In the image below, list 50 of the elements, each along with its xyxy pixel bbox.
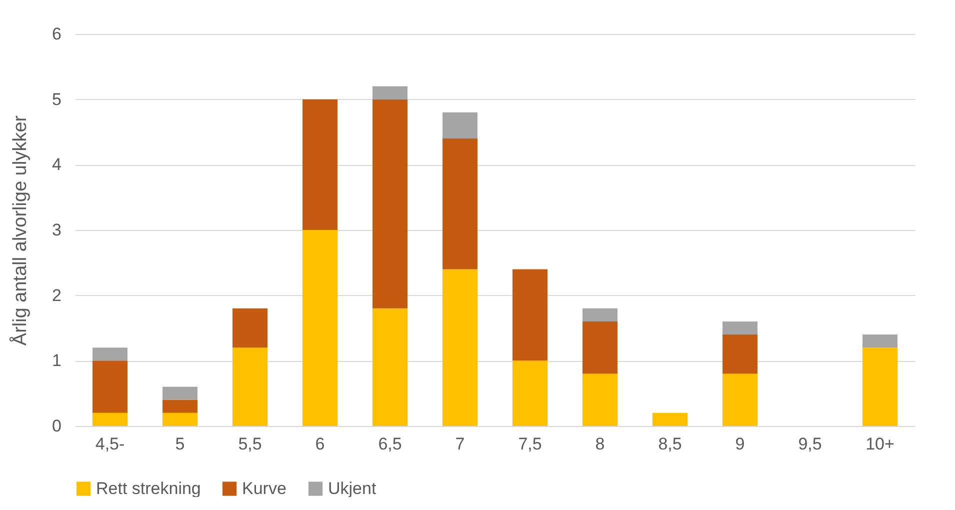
x-tick-label: 10+	[866, 434, 894, 454]
bar	[442, 269, 478, 426]
bar	[232, 348, 268, 426]
bar	[652, 412, 688, 426]
bar	[162, 400, 198, 413]
x-tick-label: 6	[315, 434, 325, 454]
bar	[512, 269, 548, 361]
x-tick-label: 8,5	[658, 434, 682, 454]
x-tick-label: 4,5-	[95, 434, 125, 454]
bar	[232, 308, 268, 348]
bar	[162, 386, 198, 400]
bar	[162, 412, 198, 426]
bar	[302, 230, 338, 426]
bar	[582, 308, 618, 322]
y-tick-label: 6	[52, 24, 62, 44]
y-tick-label: 1	[52, 351, 62, 370]
bar	[582, 374, 618, 426]
bar	[372, 86, 408, 100]
bar	[442, 112, 478, 139]
y-tick-label: 5	[52, 90, 62, 109]
bar	[92, 360, 128, 413]
x-tick-label: 9,5	[798, 434, 822, 454]
x-tick-label: 6,5	[378, 434, 402, 454]
bar	[862, 348, 898, 426]
y-tick-label: 0	[52, 416, 62, 436]
bar	[722, 334, 758, 374]
legend-label: Rett strekning	[96, 478, 201, 498]
bar	[372, 99, 408, 308]
bar	[722, 321, 758, 335]
bar	[92, 412, 128, 426]
bar	[442, 138, 478, 270]
x-tick-label: 5	[175, 434, 185, 454]
legend-label: Ukjent	[328, 478, 376, 498]
y-tick-label: 2	[52, 286, 62, 305]
x-tick-label: 5,5	[238, 434, 262, 454]
bar	[92, 348, 128, 361]
x-tick-label: 7,5	[518, 434, 542, 454]
bar	[512, 360, 548, 426]
x-tick-label: 8	[595, 434, 605, 454]
y-tick-label: 3	[52, 220, 62, 240]
x-tick-label: 7	[455, 434, 465, 454]
bar	[582, 321, 618, 374]
legend-label: Kurve	[242, 478, 286, 498]
bar	[722, 374, 758, 426]
bar	[302, 99, 338, 230]
y-tick-label: 4	[52, 155, 62, 174]
y-axis-title: Årlig antall alvorlige ulykker	[9, 114, 32, 346]
bar	[862, 334, 898, 348]
x-tick-label: 9	[735, 434, 745, 454]
bar	[372, 308, 408, 426]
